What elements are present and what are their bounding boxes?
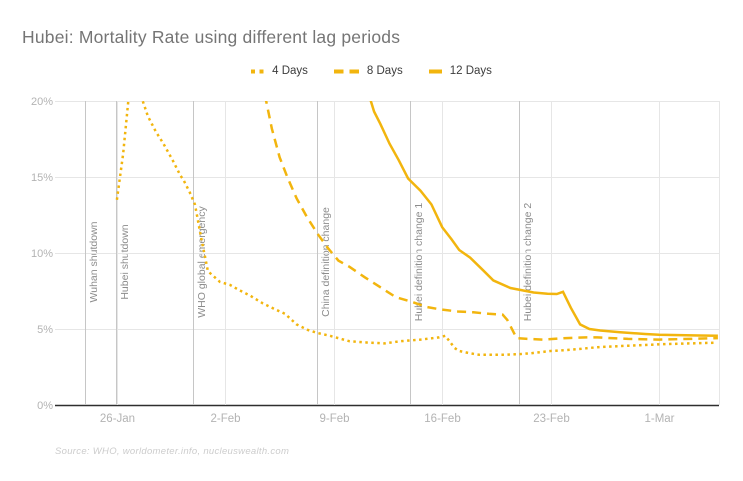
legend-label: 8 Days [366, 65, 403, 77]
x-axis-date-label: 16-Feb [424, 413, 461, 425]
y-axis-tick-label: 20% [30, 95, 53, 108]
legend-item-12-days: 12 Days [428, 65, 492, 77]
x-axis-date-label: 26-Jan [99, 413, 136, 425]
legend-item-8-days: 8 Days [333, 65, 403, 77]
series-line-8-days [264, 101, 718, 341]
legend-label: 12 Days [449, 65, 492, 77]
solid-line-swatch-icon [428, 69, 442, 74]
series-line-4-days [115, 101, 717, 357]
legend: 4 Days 8 Days 12 Days [0, 62, 743, 80]
chart-title: Hubei: Mortality Rate using different la… [22, 27, 401, 47]
x-axis-date-label: 2-Feb [210, 413, 241, 425]
dashed-line-swatch-icon [333, 69, 359, 74]
x-axis-date-label: 23-Feb [533, 413, 570, 425]
x-axis-date-label: 1-Mar [644, 413, 675, 425]
legend-label: 4 Days [272, 65, 308, 77]
source-note: Source: WHO, worldometer.info, nucleuswe… [55, 446, 290, 457]
x-axis-date-label: 9-Feb [319, 413, 350, 425]
series-line-12-days [369, 101, 718, 338]
y-axis-tick-label: 5% [37, 323, 53, 336]
y-axis-tick-label: 10% [30, 247, 53, 260]
y-axis-tick-label: 15% [30, 171, 53, 184]
legend-item-4-days: 4 Days [251, 65, 308, 77]
dotted-line-swatch-icon [251, 69, 265, 74]
y-axis-tick-label: 0% [37, 399, 53, 412]
